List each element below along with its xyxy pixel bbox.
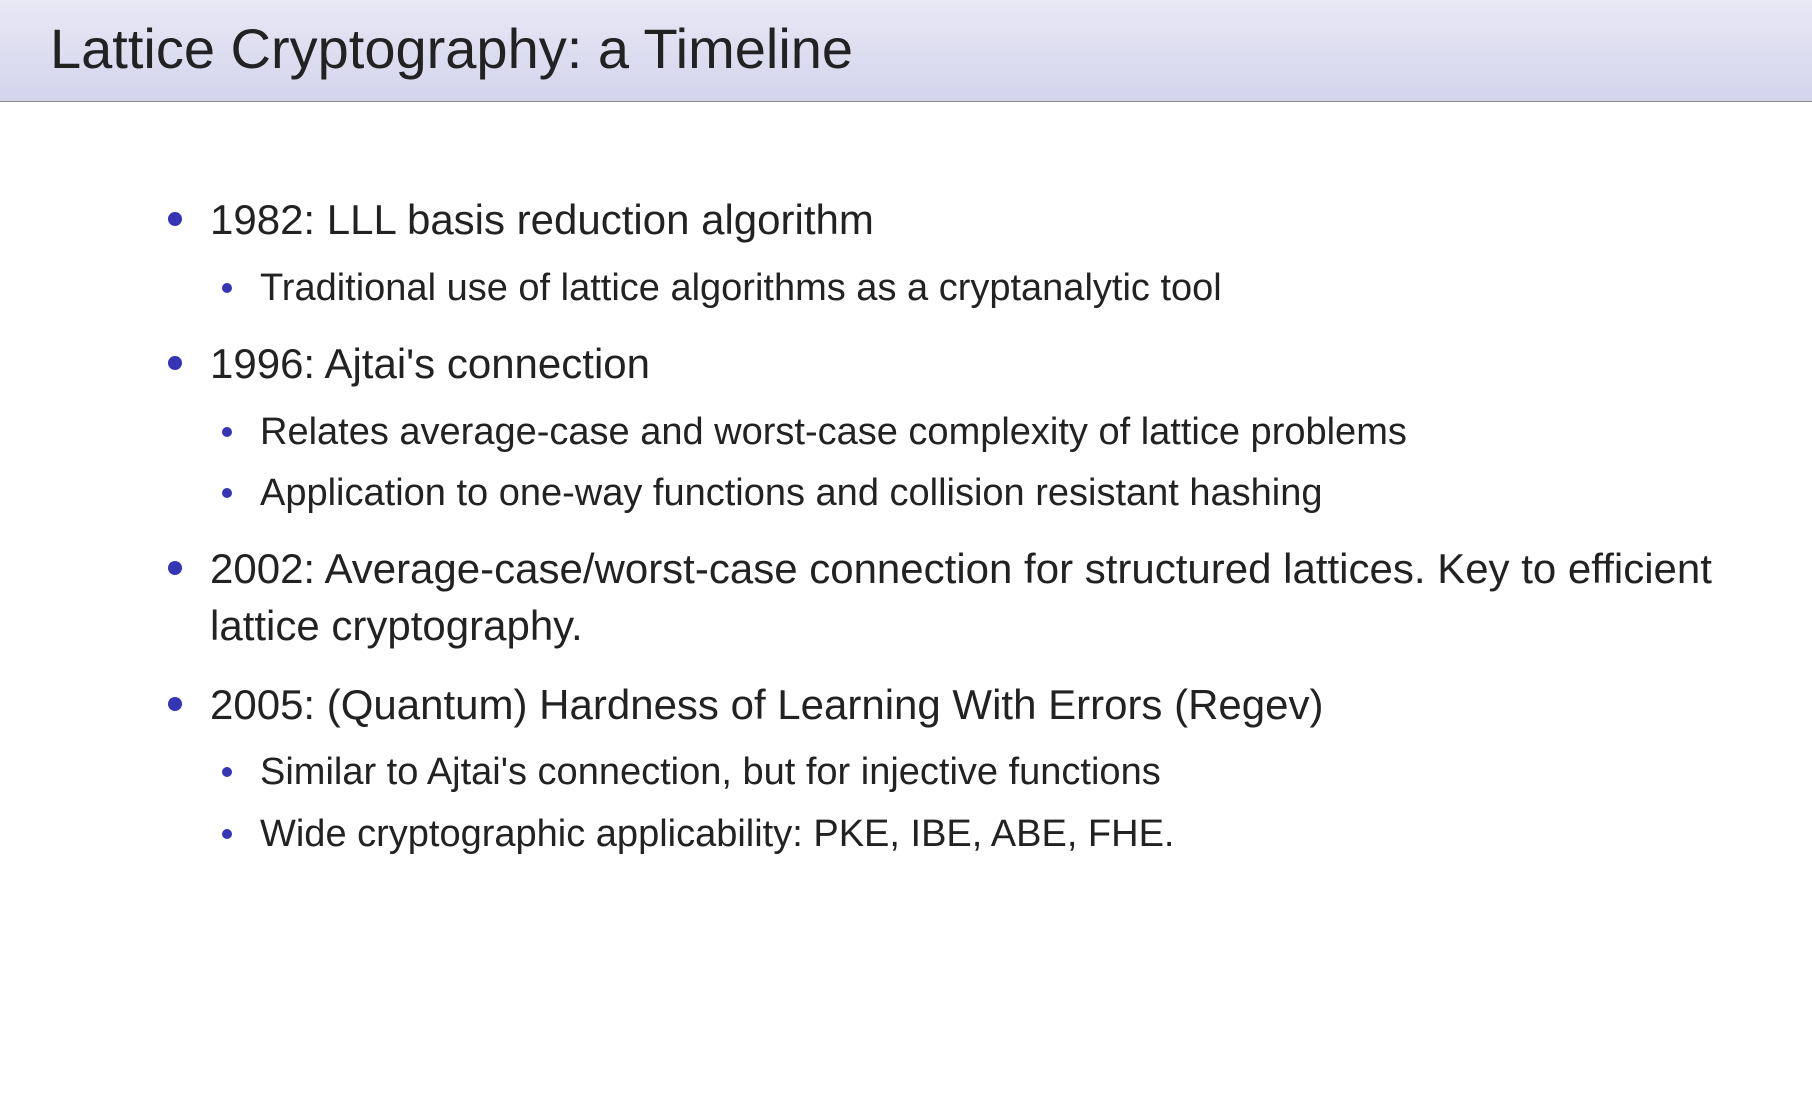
sub-list-item: Traditional use of lattice algorithms as… (210, 263, 1712, 314)
sub-bullet-list: Similar to Ajtai's connection, but for i… (210, 747, 1712, 860)
sub-list-item: Relates average-case and worst-case comp… (210, 407, 1712, 458)
sub-list-item: Application to one-way functions and col… (210, 468, 1712, 519)
list-item: 2002: Average-case/worst-case connection… (160, 541, 1712, 654)
bullet-list: 1982: LLL basis reduction algorithm Trad… (160, 192, 1712, 860)
list-item: 1982: LLL basis reduction algorithm Trad… (160, 192, 1712, 314)
list-item: 2005: (Quantum) Hardness of Learning Wit… (160, 677, 1712, 860)
title-bar: Lattice Cryptography: a Timeline (0, 0, 1812, 102)
list-item-text: 1996: Ajtai's connection (210, 340, 650, 387)
sub-list-item: Similar to Ajtai's connection, but for i… (210, 747, 1712, 798)
sub-bullet-list: Relates average-case and worst-case comp… (210, 407, 1712, 520)
list-item-text: 1982: LLL basis reduction algorithm (210, 196, 874, 243)
slide-title: Lattice Cryptography: a Timeline (50, 16, 1762, 81)
slide-content: 1982: LLL basis reduction algorithm Trad… (0, 102, 1812, 922)
list-item: 1996: Ajtai's connection Relates average… (160, 336, 1712, 519)
sub-bullet-list: Traditional use of lattice algorithms as… (210, 263, 1712, 314)
list-item-text: 2005: (Quantum) Hardness of Learning Wit… (210, 681, 1323, 728)
sub-list-item: Wide cryptographic applicability: PKE, I… (210, 809, 1712, 860)
list-item-text: 2002: Average-case/worst-case connection… (210, 545, 1712, 649)
slide: Lattice Cryptography: a Timeline 1982: L… (0, 0, 1812, 1094)
